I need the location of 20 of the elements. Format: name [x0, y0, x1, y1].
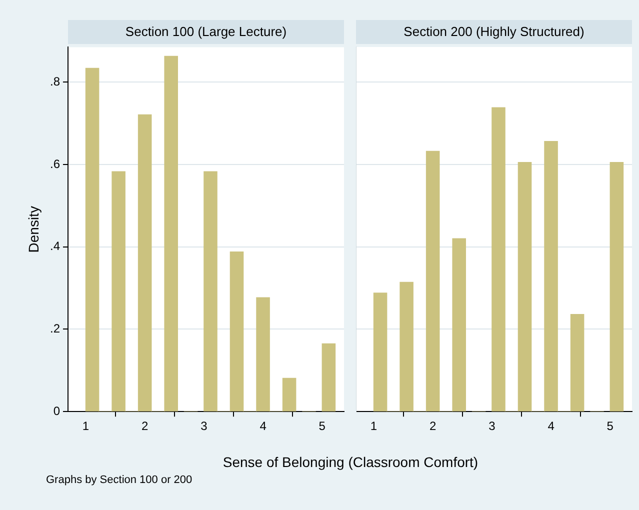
y-tick-label: .8 — [50, 74, 60, 89]
x-tick-label: 2 — [429, 419, 436, 434]
y-tick-label: 0 — [53, 404, 60, 418]
text: Graphs by Section 100 or 200 — [46, 474, 192, 486]
y-tick-label: .2 — [50, 322, 60, 336]
y-axis-title: Density — [25, 206, 42, 253]
y-tick-label: .6 — [50, 156, 60, 171]
y-tick-label: .4 — [50, 239, 60, 254]
x-tick-label: 5 — [318, 419, 326, 434]
x-tick-label: 2 — [141, 419, 148, 434]
x-tick-label: 4 — [548, 419, 555, 434]
x-tick-label: 1 — [82, 419, 90, 434]
x-tick-label: 4 — [260, 419, 267, 434]
x-tick-label: 5 — [606, 419, 614, 434]
x-tick-label: 3 — [200, 419, 208, 434]
x-axis-title: Sense of Belonging (Classroom Comfort) — [222, 454, 480, 470]
x-tick-label: 1 — [370, 419, 378, 434]
chart-title: Section 200 (Highly Structured) — [356, 20, 632, 44]
chart-title: Section 100 (Large Lecture) — [68, 20, 344, 44]
x-tick-label: 3 — [488, 419, 496, 434]
